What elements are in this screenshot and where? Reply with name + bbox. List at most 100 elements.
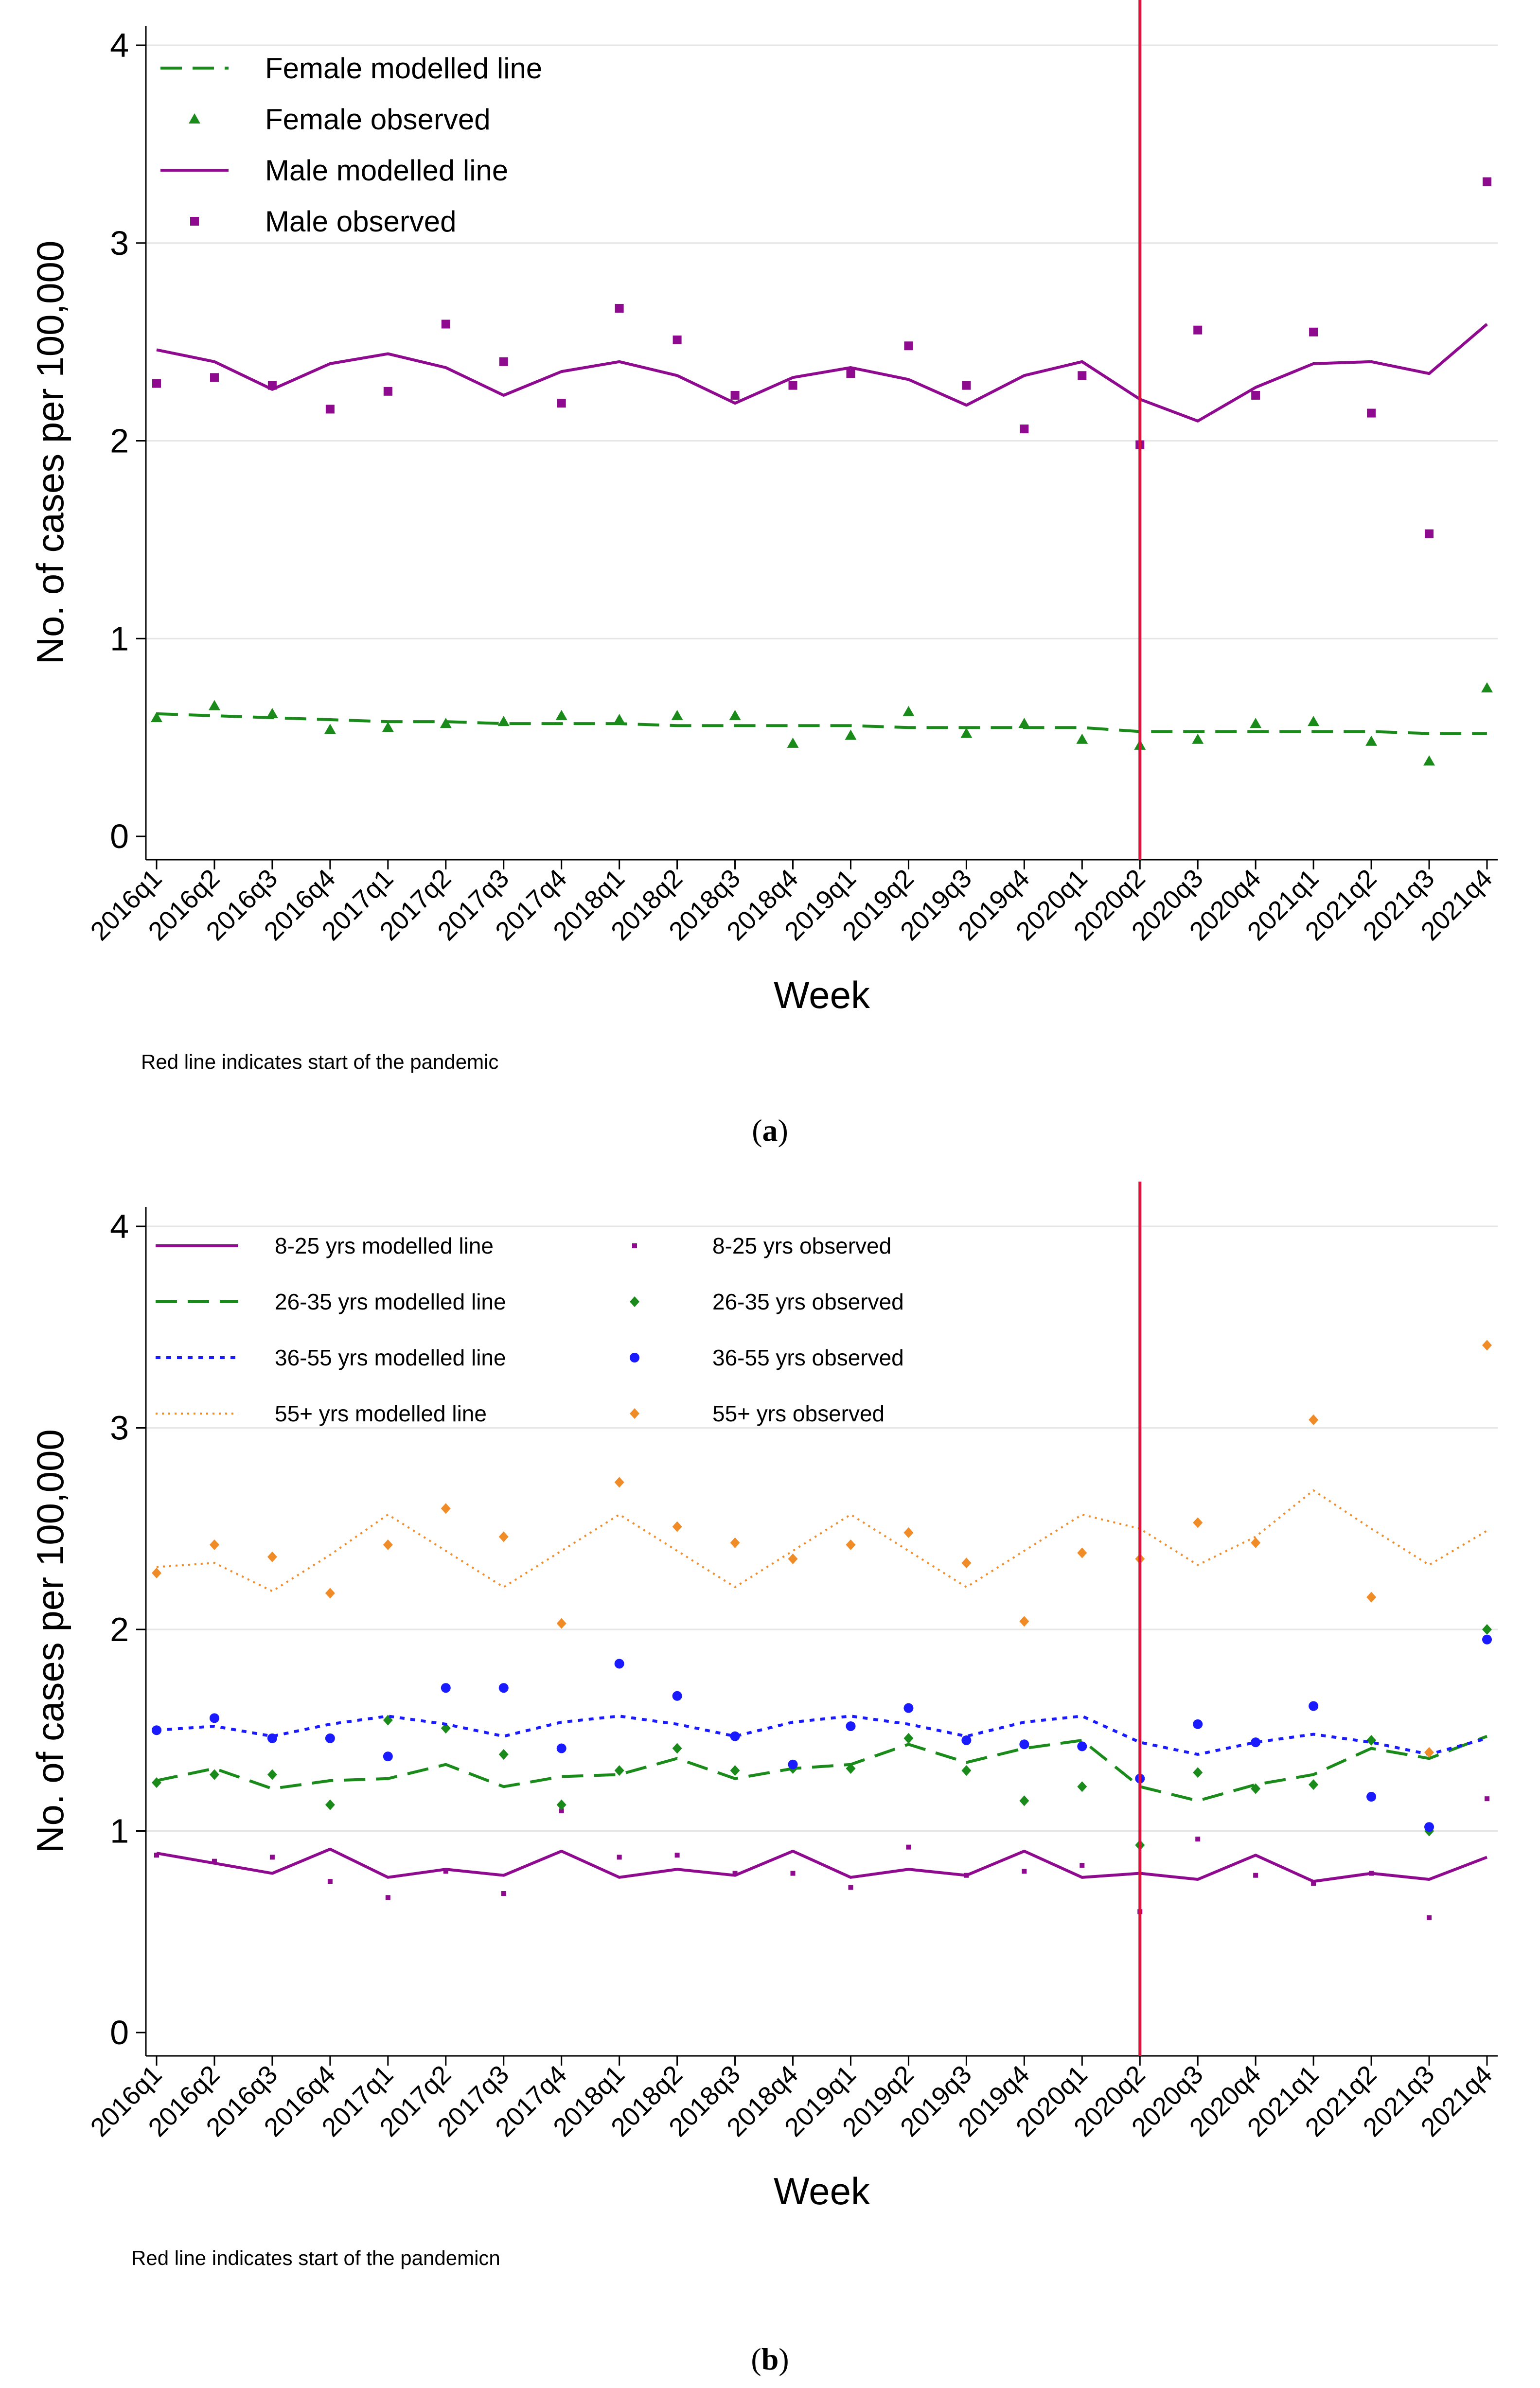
data-point-b-7-6 [499,1531,509,1542]
data-point-b-7-19 [1251,1538,1260,1548]
data-point-b-3-2 [267,1769,277,1780]
data-point-b-7-12 [846,1539,855,1550]
series-line-a-0 [157,714,1487,734]
data-point-a-1-12 [845,730,856,740]
y-axis-title: No. of cases per 100,000 [29,241,71,665]
data-point-a-1-20 [1308,716,1319,726]
data-point-a-1-11 [787,738,799,748]
data-point-b-5-21 [1366,1792,1376,1802]
data-point-b-3-18 [1193,1767,1203,1778]
data-point-a-1-1 [209,700,220,710]
data-point-b-3-9 [673,1743,682,1754]
data-point-a-3-2 [268,381,277,390]
data-point-a-3-21 [1367,409,1376,418]
data-point-b-5-6 [499,1683,509,1693]
data-point-b-1-3 [328,1879,333,1884]
data-point-a-3-14 [962,381,971,390]
chart-note: Red line indicates start of the pandemic [141,1050,498,1073]
data-point-a-3-15 [1020,425,1028,433]
data-point-b-5-5 [441,1683,451,1693]
data-point-b-1-10 [733,1871,738,1876]
legend-label: Male modelled line [265,154,508,187]
data-point-b-7-23 [1482,1340,1492,1351]
data-point-b-7-1 [210,1539,219,1550]
series-line-b-6 [157,1490,1487,1591]
data-point-a-3-10 [731,391,740,400]
legend-label: 55+ yrs observed [712,1401,885,1426]
data-point-b-3-23 [1482,1624,1492,1635]
data-point-a-1-14 [960,727,972,738]
data-point-a-3-18 [1193,326,1202,335]
data-point-b-5-9 [673,1691,682,1701]
data-point-b-7-16 [1077,1547,1087,1558]
data-point-b-5-10 [730,1732,740,1741]
data-point-b-7-7 [557,1618,566,1629]
data-point-a-3-11 [789,381,797,390]
data-point-a-1-9 [672,710,683,720]
data-point-b-3-20 [1309,1779,1318,1790]
data-point-a-3-5 [442,320,450,329]
legend-swatch [189,113,200,124]
data-point-a-3-1 [210,373,219,382]
legend-label: 8-25 yrs modelled line [275,1233,494,1258]
x-axis-title: Week [774,973,870,1016]
data-point-a-3-13 [904,341,913,350]
data-point-b-1-11 [791,1871,796,1876]
data-point-b-5-2 [267,1734,277,1743]
y-tick-label: 2 [110,422,129,460]
legend-swatch [190,217,199,226]
data-point-b-1-23 [1485,1796,1489,1801]
data-point-b-7-14 [961,1557,971,1568]
data-point-a-1-21 [1365,736,1377,746]
data-point-a-3-23 [1483,177,1491,186]
data-point-b-5-18 [1193,1719,1203,1729]
chart-panel-a: 012342016q12016q22016q32016q42017q12017q… [0,0,1540,1084]
data-point-b-5-19 [1251,1737,1260,1747]
data-point-a-1-2 [266,708,278,718]
data-point-b-7-13 [903,1527,913,1538]
data-point-b-3-10 [730,1765,740,1776]
data-point-b-1-0 [154,1853,159,1857]
data-point-b-5-13 [903,1703,913,1713]
data-point-a-1-8 [614,714,625,724]
data-point-a-1-10 [729,710,741,720]
y-tick-label: 1 [110,619,129,657]
data-point-b-1-5 [443,1869,448,1874]
data-point-a-1-16 [1076,734,1088,744]
data-point-a-3-19 [1251,391,1260,400]
data-point-a-1-22 [1423,755,1435,765]
data-point-b-7-0 [152,1568,161,1578]
data-point-a-3-16 [1078,371,1086,380]
data-point-b-1-22 [1427,1915,1432,1920]
data-point-a-3-8 [615,304,624,313]
data-point-a-1-6 [498,716,510,726]
data-point-b-5-3 [325,1734,335,1743]
chart-panel-b: 012342016q12016q22016q32016q42017q12017q… [0,1182,1540,2290]
data-point-b-7-3 [325,1588,335,1598]
data-point-b-1-6 [501,1891,506,1896]
panel-label-a: (a) [0,1113,1540,1149]
legend-label: Female modelled line [265,52,542,85]
data-point-a-3-4 [384,387,392,396]
data-point-b-1-21 [1369,1871,1374,1876]
y-axis-title: No. of cases per 100,000 [29,1429,71,1853]
data-point-b-1-15 [1022,1869,1027,1874]
data-point-a-3-6 [499,357,508,366]
data-point-b-1-4 [386,1895,390,1900]
data-point-b-5-7 [557,1744,566,1753]
y-tick-label: 3 [110,224,129,262]
data-point-b-5-1 [210,1713,219,1723]
data-point-b-1-1 [212,1859,217,1864]
data-point-b-5-22 [1424,1822,1434,1832]
series-line-a-2 [157,324,1487,421]
data-point-b-7-20 [1309,1415,1318,1425]
legend-label: 26-35 yrs observed [712,1289,904,1314]
data-point-b-1-2 [270,1855,275,1859]
legend-label: Female observed [265,103,491,136]
y-tick-label: 4 [110,1207,129,1245]
data-point-b-5-8 [615,1659,624,1668]
data-point-b-5-4 [383,1751,393,1761]
data-point-b-7-9 [673,1521,682,1532]
y-tick-label: 3 [110,1409,129,1447]
legend-swatch [630,1408,639,1419]
